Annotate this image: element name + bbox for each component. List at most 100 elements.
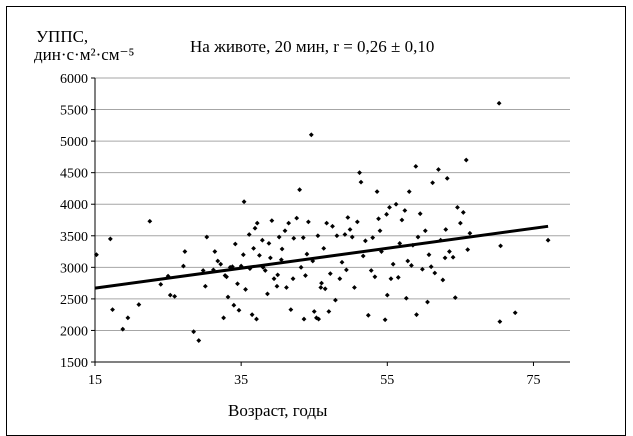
data-point xyxy=(202,283,208,289)
data-point xyxy=(318,285,324,290)
data-point xyxy=(370,235,376,241)
data-point xyxy=(496,100,502,106)
data-point xyxy=(110,307,115,313)
grid-lines xyxy=(95,77,570,331)
data-point xyxy=(512,310,518,316)
y-tick-label: 4000 xyxy=(60,198,88,213)
y-tick-label: 5500 xyxy=(60,104,88,119)
data-point xyxy=(240,252,246,258)
chart-title: На животе, 20 мин, r = 0,26 ± 0,10 xyxy=(190,37,434,56)
data-point xyxy=(393,201,399,207)
data-point xyxy=(498,243,503,249)
data-point xyxy=(497,319,503,325)
data-point xyxy=(259,237,265,243)
x-axis-label: Возраст, годы xyxy=(228,401,328,420)
data-point xyxy=(430,180,436,186)
data-point xyxy=(334,233,340,239)
x-tick-label: 35 xyxy=(234,373,248,388)
data-point xyxy=(94,252,99,258)
data-point xyxy=(310,258,316,264)
data-point xyxy=(262,268,268,273)
scatter-chart: 1500 2000 2500 3000 3500 4000 4500 5000 5500 6000… xyxy=(34,27,570,420)
data-point xyxy=(274,283,280,289)
data-point xyxy=(212,249,218,254)
data-point xyxy=(276,234,282,240)
data-point xyxy=(235,281,240,287)
data-point xyxy=(165,273,171,279)
data-point xyxy=(181,263,186,269)
data-point xyxy=(321,246,327,251)
data-point xyxy=(345,215,351,220)
data-point xyxy=(387,204,392,210)
data-point xyxy=(333,297,338,303)
data-point xyxy=(278,257,284,263)
data-point xyxy=(305,219,311,225)
data-point xyxy=(388,276,394,282)
data-point xyxy=(467,230,473,236)
data-point xyxy=(304,251,310,257)
data-point xyxy=(225,294,231,300)
regression-line xyxy=(94,224,549,290)
data-point xyxy=(432,270,438,276)
data-point xyxy=(376,216,381,222)
data-point xyxy=(352,285,357,290)
data-point xyxy=(347,227,353,232)
data-point xyxy=(238,263,244,269)
data-point xyxy=(354,219,360,225)
data-point xyxy=(422,228,428,234)
data-point xyxy=(397,240,403,246)
data-point xyxy=(251,246,256,251)
data-point xyxy=(231,302,237,308)
data-point xyxy=(342,232,348,237)
data-point xyxy=(399,217,405,223)
data-point xyxy=(301,316,307,322)
data-point xyxy=(360,253,366,259)
data-point xyxy=(271,276,277,282)
data-point xyxy=(224,274,229,280)
y-tick-label: 2500 xyxy=(60,293,88,308)
data-point xyxy=(246,232,252,237)
data-point xyxy=(136,302,142,307)
data-point xyxy=(303,273,308,278)
data-point xyxy=(252,225,258,231)
regression-line-path xyxy=(94,224,549,290)
data-point xyxy=(284,285,289,290)
data-point xyxy=(319,280,324,286)
data-point xyxy=(297,187,303,193)
data-point xyxy=(362,238,368,244)
data-point xyxy=(339,259,345,265)
data-point xyxy=(413,163,419,169)
data-point xyxy=(249,312,255,318)
data-point xyxy=(455,204,460,210)
data-point xyxy=(465,247,471,253)
data-point xyxy=(330,223,335,229)
data-point xyxy=(405,258,411,264)
data-point xyxy=(298,264,304,270)
data-point xyxy=(545,237,551,243)
y-tick-label: 3500 xyxy=(60,230,88,245)
y-tick-label: 4500 xyxy=(60,167,88,182)
data-point xyxy=(182,249,188,254)
data-point xyxy=(377,228,383,234)
data-point xyxy=(337,276,343,282)
data-point xyxy=(172,293,178,299)
data-point xyxy=(308,132,314,138)
data-point xyxy=(443,227,449,232)
data-point xyxy=(428,264,434,270)
data-point xyxy=(266,240,272,246)
data-point xyxy=(204,234,210,240)
data-point xyxy=(275,272,281,278)
data-point xyxy=(167,292,173,298)
data-point xyxy=(457,220,463,226)
data-point xyxy=(196,338,202,343)
data-point xyxy=(452,295,458,301)
data-point xyxy=(326,309,332,314)
data-point xyxy=(382,317,388,323)
data-point xyxy=(450,254,456,260)
data-point xyxy=(460,210,466,215)
x-tick-label: 75 xyxy=(526,373,540,388)
data-point xyxy=(107,236,113,242)
data-point xyxy=(403,295,409,301)
data-point xyxy=(215,258,221,264)
data-point xyxy=(241,199,247,205)
